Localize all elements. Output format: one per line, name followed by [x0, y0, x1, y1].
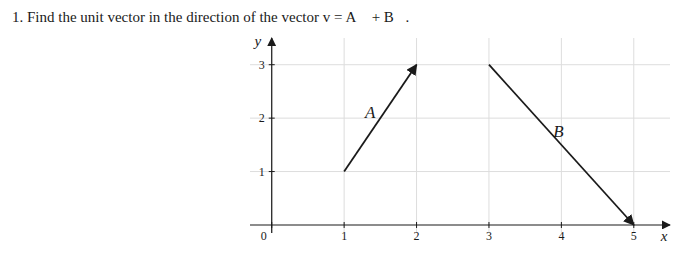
page-body: {"chart_data": {"type": "vector", "title… [0, 0, 700, 256]
x-tick-label: 4 [558, 229, 564, 243]
x-tick-label: 2 [414, 229, 420, 243]
chart-svg: 1. Find the unit vector in the direction… [0, 0, 700, 256]
chart-container: 1. Find the unit vector in the direction… [0, 0, 700, 256]
y-tick-label: 2 [259, 111, 265, 125]
x-tick-label: 1 [341, 229, 347, 243]
x-tick [271, 222, 272, 228]
x-axis-label: x [660, 228, 668, 244]
x-tick-label: 3 [486, 229, 492, 243]
x-tick [416, 222, 417, 228]
grid-line-x [344, 38, 345, 233]
x-tick-label: 5 [631, 229, 637, 243]
grid-line-x [271, 38, 272, 233]
x-tick [561, 222, 562, 228]
y-tick [269, 64, 275, 65]
y-tick-label: 3 [259, 58, 265, 72]
x-tick [488, 222, 489, 228]
grid [250, 38, 670, 233]
data-group [344, 65, 634, 225]
grid-line-x [488, 38, 489, 233]
y-axis-line [271, 38, 272, 233]
grid-line-x [633, 38, 634, 233]
y-tick-label: 1 [259, 165, 265, 179]
chart-title: 1. Find the unit vector in the direction… [12, 9, 409, 25]
grid-line-y [250, 171, 670, 172]
vector [344, 65, 416, 172]
x-tick [344, 222, 345, 228]
y-tick [269, 171, 275, 172]
y-tick [269, 118, 275, 119]
vector [489, 65, 634, 225]
grid-line-y [250, 118, 670, 119]
vector-label: A⃗ [364, 103, 389, 122]
y-axis-label: y [252, 33, 261, 49]
grid-line-y [250, 64, 670, 65]
vector-label: B⃗ [553, 122, 577, 141]
grid-line-x [416, 38, 417, 233]
page: Vector diagram html, body { margin: 0; p… [0, 0, 700, 256]
x-axis-line [250, 224, 670, 225]
origin-label: 0 [261, 229, 267, 243]
